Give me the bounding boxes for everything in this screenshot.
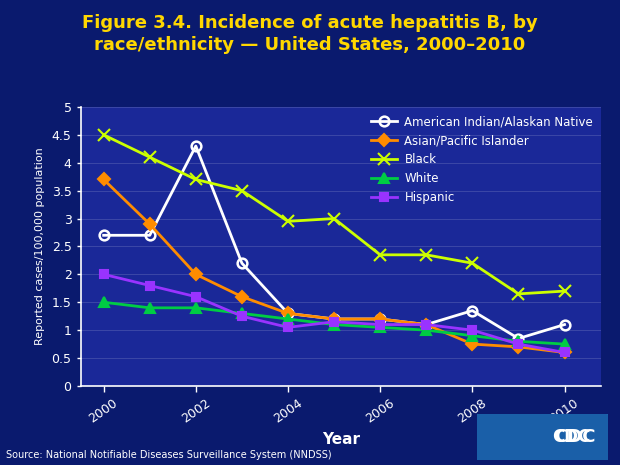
Text: Figure 3.4. Incidence of acute hepatitis B, by
race/ethnicity — United States, 2: Figure 3.4. Incidence of acute hepatitis… <box>82 14 538 54</box>
X-axis label: Year: Year <box>322 432 360 447</box>
Text: CDC: CDC <box>554 428 596 446</box>
Text: CDC: CDC <box>552 428 590 446</box>
Text: Source: National Notifiable Diseases Surveillance System (NNDSS): Source: National Notifiable Diseases Sur… <box>6 450 332 460</box>
FancyBboxPatch shape <box>472 413 611 462</box>
Legend: American Indian/Alaskan Native, Asian/Pacific Islander, Black, White, Hispanic: American Indian/Alaskan Native, Asian/Pa… <box>366 111 598 208</box>
Y-axis label: Reported cases/100,000 population: Reported cases/100,000 population <box>35 147 45 345</box>
